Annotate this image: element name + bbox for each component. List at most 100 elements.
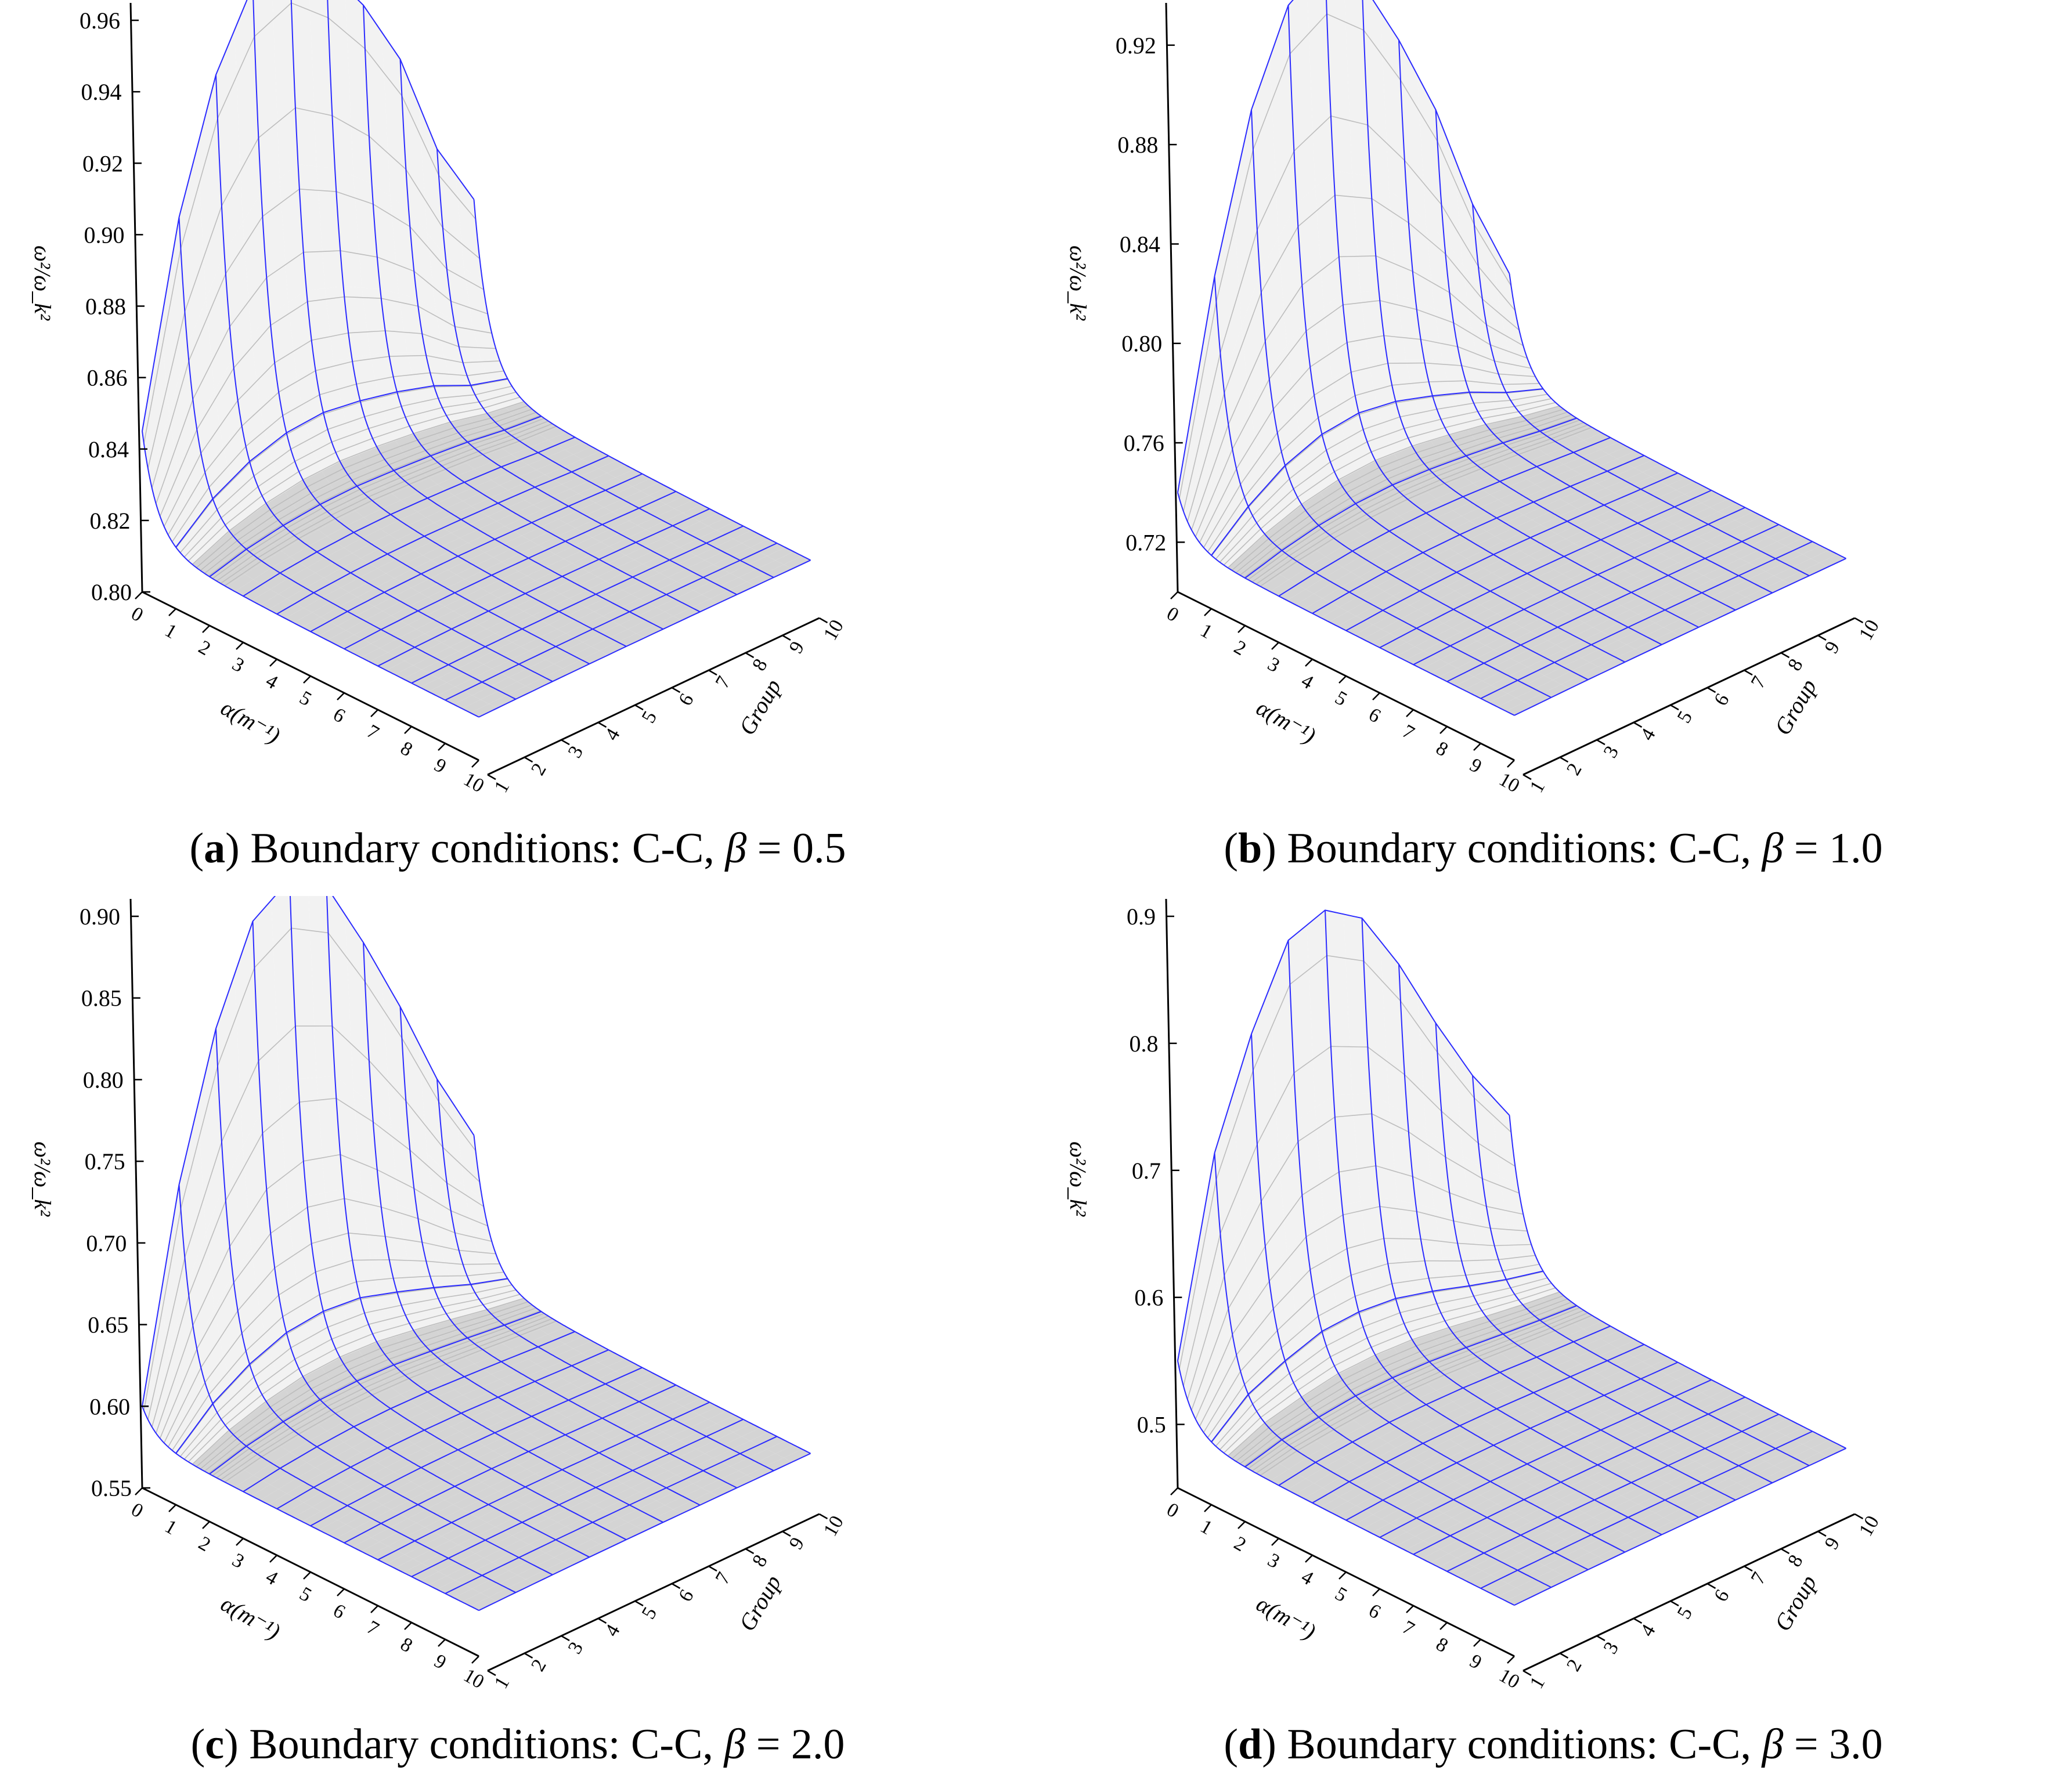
surface-patch — [238, 1426, 265, 1447]
surface-patch — [1590, 454, 1618, 467]
surface-patch — [592, 529, 619, 542]
surface-patch — [391, 1500, 418, 1514]
surface-patch — [1697, 1435, 1724, 1448]
surface-patch — [1690, 1414, 1717, 1427]
surface-patch — [597, 568, 625, 581]
group-tick-label: 8 — [1784, 1551, 1807, 1570]
surface-patch — [1493, 449, 1520, 463]
surface-patch — [1540, 516, 1567, 530]
surface-patch — [738, 569, 766, 582]
surface-patch — [1589, 562, 1617, 575]
surface-patch — [1715, 537, 1742, 550]
alpha-tick-label: 5 — [296, 687, 315, 711]
surface-patch — [432, 1320, 459, 1336]
surface-patch — [1402, 459, 1430, 478]
surface-patch — [327, 630, 355, 645]
surface-patch — [1300, 525, 1327, 545]
surface-patch — [1708, 516, 1736, 529]
surface-patch — [1463, 489, 1490, 503]
group-tick-label: 3 — [1600, 742, 1623, 761]
surface-patch — [1559, 601, 1586, 615]
surface-patch — [1708, 1406, 1736, 1419]
surface-patch — [443, 615, 470, 629]
surface-patch — [1668, 1457, 1695, 1470]
surface-patch — [1715, 1427, 1742, 1440]
surface-patch — [564, 1535, 591, 1549]
surface-patch — [515, 598, 542, 612]
surface-patch — [1567, 1495, 1594, 1509]
surface-patch — [1639, 1388, 1666, 1401]
surface-patch — [1658, 1379, 1685, 1393]
surface-patch — [1695, 562, 1722, 576]
surface-patch — [510, 558, 537, 572]
surface-patch — [499, 681, 526, 695]
surface-patch — [311, 621, 338, 636]
surface-patch — [1463, 586, 1491, 601]
surface-mesh — [1177, 909, 1846, 1606]
surface-patch — [1609, 1426, 1636, 1439]
surface-patch — [621, 1492, 648, 1505]
surface-patch — [471, 498, 498, 512]
surface-patch — [1469, 392, 1496, 412]
surface-patch — [1611, 609, 1639, 623]
surface-patch — [1716, 1410, 1744, 1423]
surface-patch — [623, 1367, 651, 1381]
surface-patch — [1470, 512, 1497, 526]
surface-patch — [177, 1343, 204, 1414]
surface-patch — [1638, 605, 1665, 619]
minor-grid-line — [1187, 1113, 1520, 1400]
surface-patch — [1690, 1504, 1718, 1518]
surface-patch — [484, 1343, 511, 1357]
surface-patch — [1419, 477, 1446, 493]
surface-patch — [1260, 1152, 1287, 1273]
alpha-tick-mark — [1338, 675, 1347, 684]
surface-patch — [1745, 1478, 1773, 1492]
surface-patch — [1381, 1407, 1408, 1422]
surface-patch — [341, 1298, 369, 1332]
surface-patch — [1307, 0, 1334, 187]
major-grid-line-group — [142, 431, 479, 718]
surface-patch — [1646, 1500, 1673, 1513]
surface-patch — [498, 495, 525, 508]
surface-patch — [529, 642, 556, 656]
z-tick-label: 0.92 — [82, 150, 123, 176]
surface-patch — [1384, 1472, 1412, 1486]
surface-patch — [703, 1462, 730, 1475]
surface-patch — [757, 560, 784, 573]
surface-patch — [561, 476, 589, 489]
surface-patch — [1565, 1421, 1593, 1434]
surface-patch — [554, 655, 581, 669]
surface-patch — [359, 568, 386, 583]
group-tick-label: 7 — [1747, 673, 1771, 692]
surface-patch — [1636, 623, 1664, 636]
group-tick-label: 4 — [601, 1621, 625, 1640]
surface-patch — [1584, 1504, 1611, 1518]
surface-patch — [370, 1428, 398, 1443]
surface-patch — [1485, 1526, 1513, 1540]
surface-patch — [318, 1414, 345, 1432]
alpha-tick-mark — [1338, 1571, 1347, 1580]
group-tick-mark — [1854, 1513, 1864, 1520]
surface-patch — [582, 633, 609, 646]
surface-patch — [405, 651, 432, 666]
surface-patch — [253, 0, 280, 193]
surface-patch — [1351, 1452, 1378, 1468]
surface-patch — [1364, 1500, 1391, 1515]
surface-patch — [1241, 1184, 1268, 1301]
surface-patch — [250, 1348, 277, 1387]
surface-patch — [377, 440, 404, 461]
surface-patch — [1529, 1530, 1556, 1544]
surface-patch — [595, 1388, 622, 1401]
surface-patch — [420, 1359, 448, 1373]
surface-patch — [1639, 498, 1666, 511]
surface-patch — [578, 486, 605, 498]
alpha-tick-label: 8 — [1433, 1634, 1452, 1657]
surface-patch — [1389, 522, 1416, 537]
surface-patch — [1680, 537, 1707, 550]
surface-patch — [1480, 500, 1507, 513]
surface-patch — [1401, 591, 1428, 605]
surface-patch — [537, 1540, 564, 1553]
surface-patch — [490, 1570, 518, 1584]
surface-patch — [1608, 1335, 1636, 1348]
surface-patch — [1326, 0, 1352, 174]
